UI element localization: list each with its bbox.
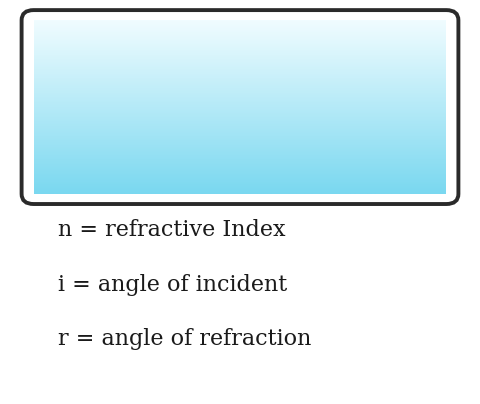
Text: i = angle of incident: i = angle of incident (58, 274, 287, 296)
Text: $\mathit{n} = \dfrac{\sin \mathit{i}}{\sin \mathit{r}}$: $\mathit{n} = \dfrac{\sin \mathit{i}}{\s… (185, 63, 362, 151)
Text: r = angle of refraction: r = angle of refraction (58, 328, 311, 350)
Text: n = refractive Index: n = refractive Index (58, 219, 285, 241)
